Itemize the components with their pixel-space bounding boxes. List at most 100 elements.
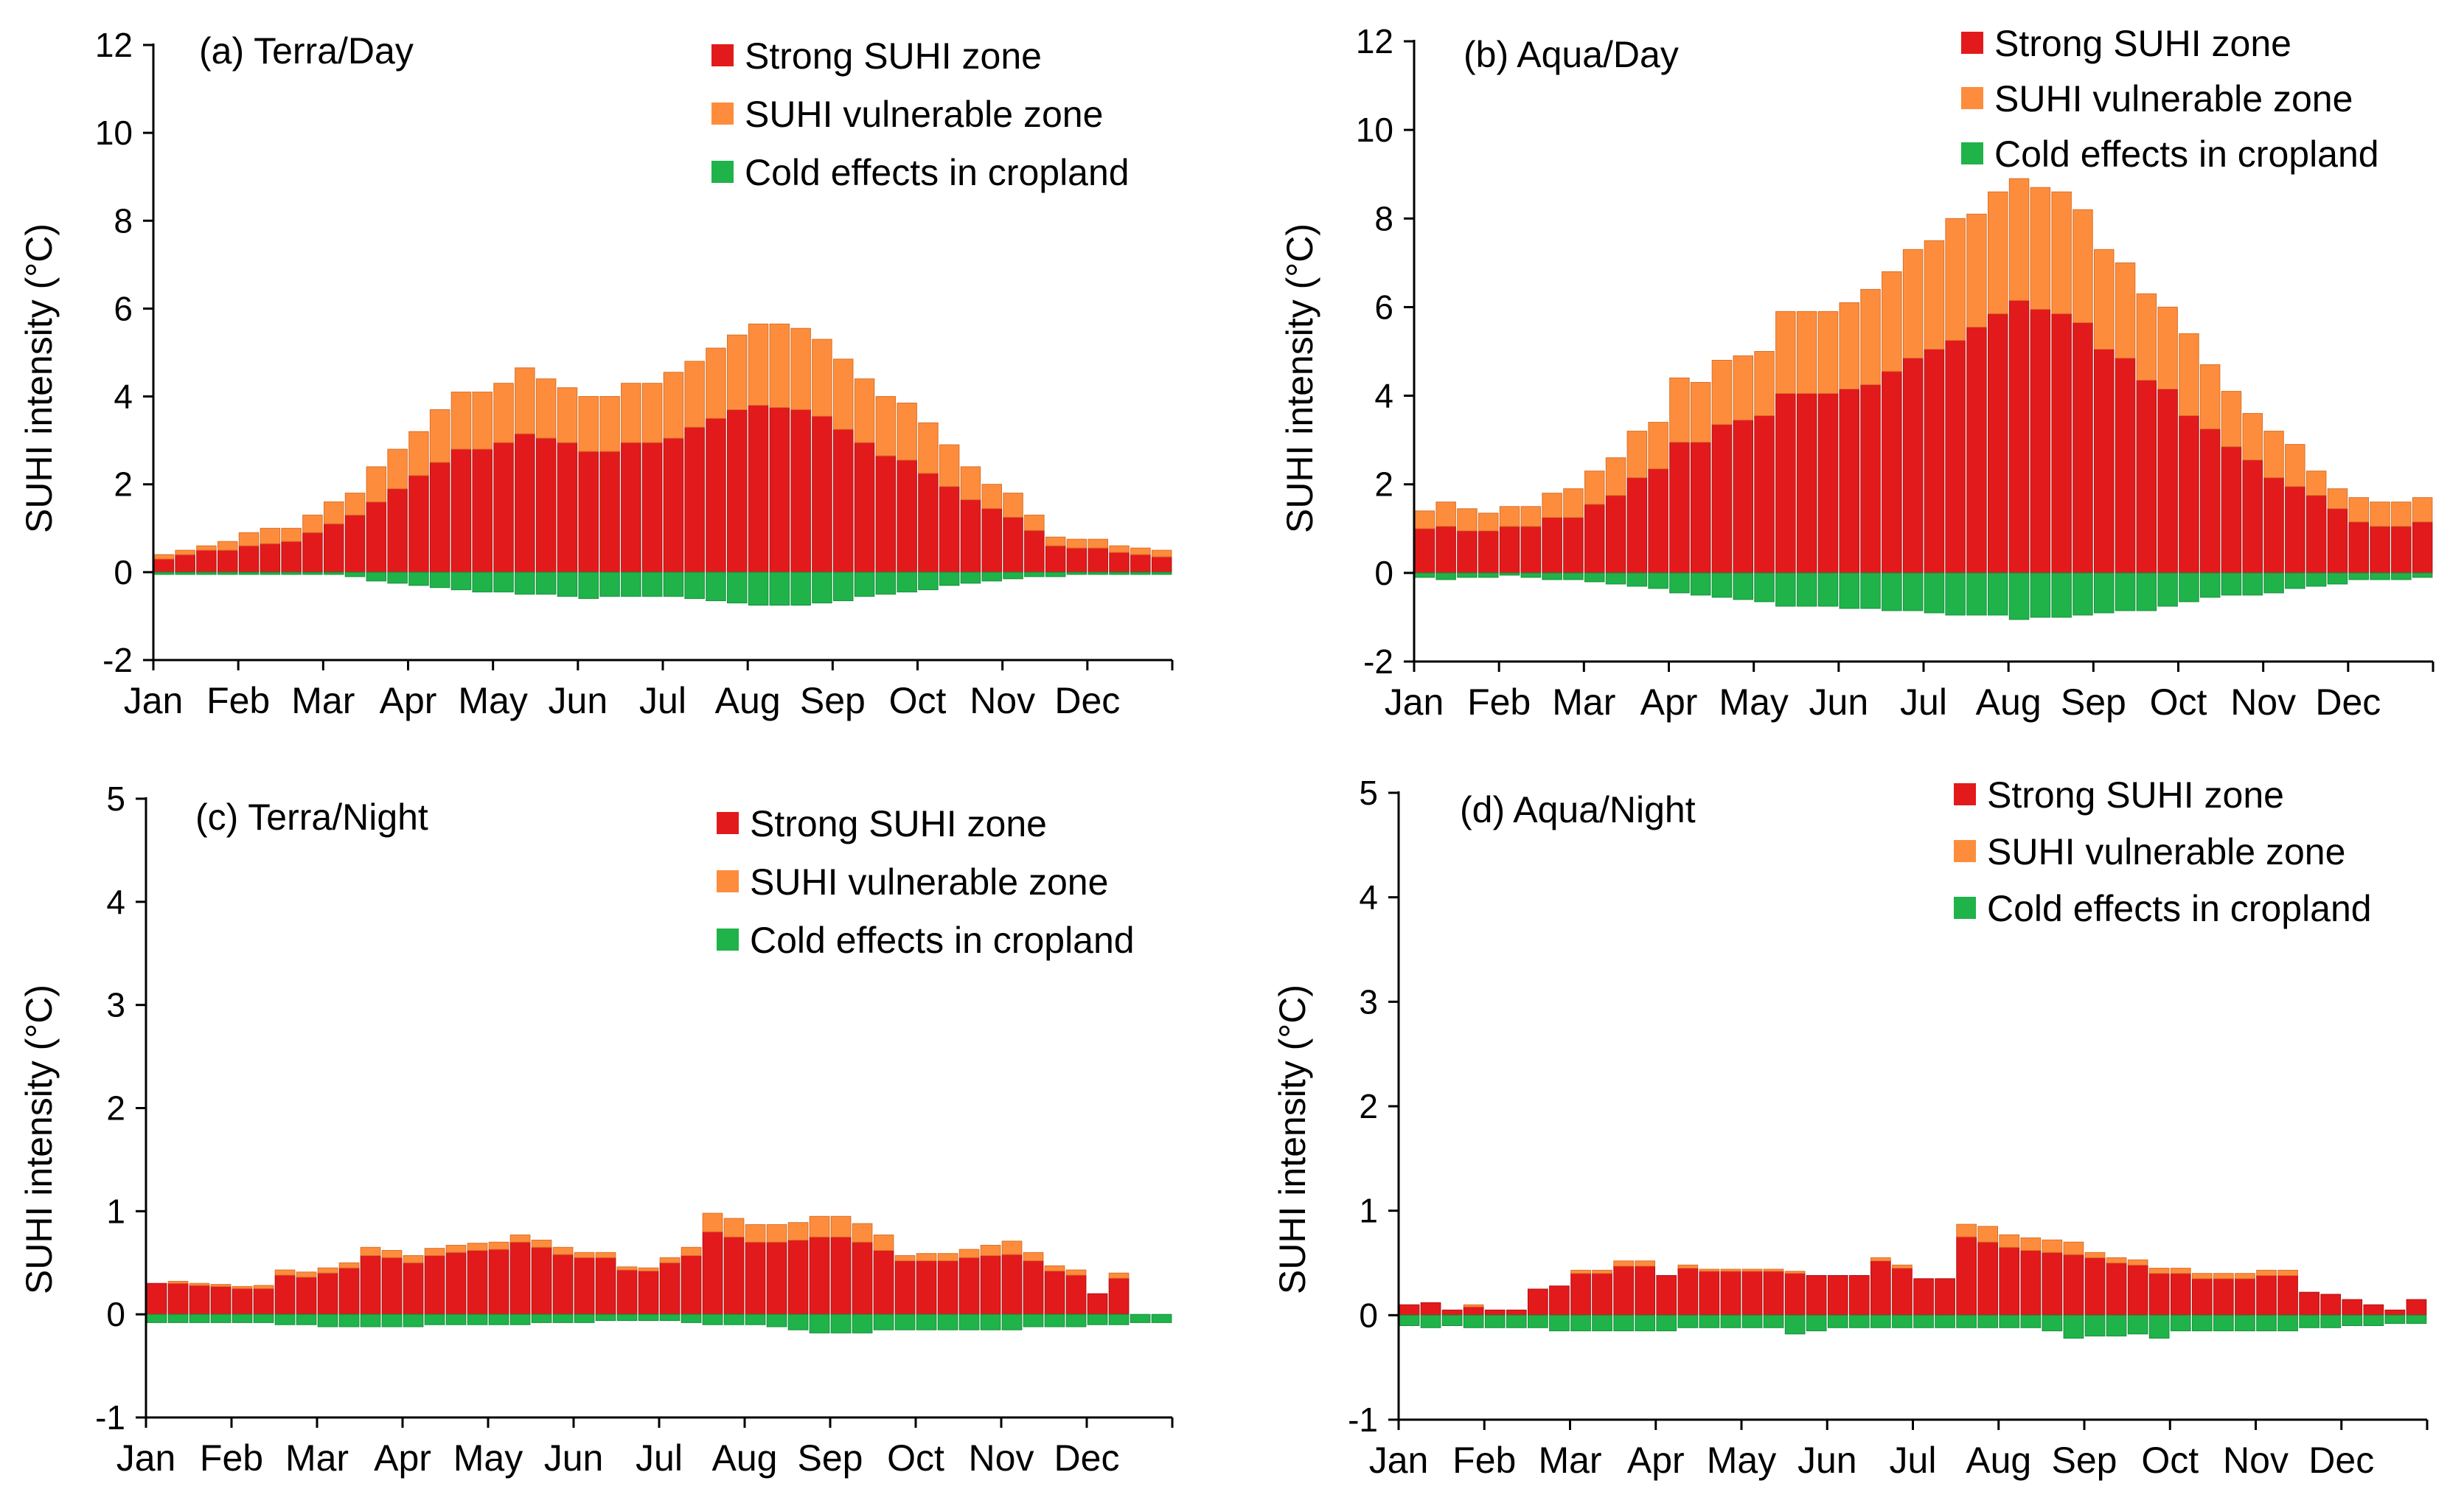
- y-tick-label: -1: [1348, 1401, 1378, 1439]
- bar-strong-suhi: [1065, 1274, 1087, 1315]
- x-tick-label-month: Jul: [636, 1437, 683, 1479]
- y-tick-label: 10: [95, 114, 133, 152]
- x-tick-label-month: Oct: [2141, 1440, 2199, 1481]
- bar-strong-suhi: [2106, 1263, 2127, 1316]
- bar-suhi-vulnerable: [2285, 444, 2305, 487]
- bar-cold-cropland: [238, 572, 260, 575]
- bar-suhi-vulnerable: [1044, 1265, 1065, 1271]
- bar-cold-cropland: [723, 1313, 745, 1325]
- y-tick-label: 2: [114, 465, 133, 504]
- y-tick-label: 12: [1356, 22, 1393, 60]
- y-tick-label: 8: [1374, 199, 1393, 237]
- bar-suhi-vulnerable: [238, 532, 260, 546]
- bar-cold-cropland: [1754, 572, 1775, 603]
- x-tick-label-month: Jun: [549, 680, 608, 721]
- bar-cold-cropland: [1827, 1314, 1848, 1328]
- bar-cold-cropland: [210, 1313, 232, 1323]
- legend-swatch-strong: [717, 812, 739, 834]
- bar-cold-cropland: [1549, 1314, 1570, 1332]
- bar-suhi-vulnerable: [2348, 497, 2369, 523]
- legend-label-vulnerable: SUHI vulnerable zone: [750, 861, 1108, 903]
- legend-label-cold: Cold effects in cropland: [750, 920, 1135, 961]
- y-axis-title: SUHI intensity (°C): [1279, 223, 1320, 533]
- x-tick-label-month: Aug: [712, 1437, 778, 1479]
- bar-strong-suhi: [1817, 393, 1839, 574]
- legend-swatch-vulnerable: [1954, 840, 1976, 862]
- bar-strong-suhi: [1966, 327, 1987, 574]
- bar-strong-suhi: [2148, 1273, 2170, 1316]
- bar-strong-suhi: [875, 455, 897, 573]
- y-tick-label: 1: [1359, 1192, 1378, 1230]
- bar-cold-cropland: [2406, 1314, 2427, 1325]
- bar-suhi-vulnerable: [2170, 1268, 2191, 1274]
- bar-cold-cropland: [338, 1313, 360, 1327]
- bar-strong-suhi: [557, 442, 578, 573]
- bar-cold-cropland: [641, 572, 663, 597]
- bar-strong-suhi: [659, 1262, 681, 1315]
- x-tick-label-month: Feb: [1467, 681, 1531, 723]
- x-tick-label-month: Jul: [1890, 1440, 1937, 1481]
- y-tick-label: 4: [1374, 377, 1393, 415]
- bar-suhi-vulnerable: [1613, 1260, 1635, 1267]
- bar-cold-cropland: [1690, 572, 1711, 596]
- bar-strong-suhi: [766, 1241, 787, 1315]
- bar-cold-cropland: [1669, 572, 1690, 594]
- bar-suhi-vulnerable: [509, 1235, 531, 1243]
- bar-cold-cropland: [1817, 572, 1839, 607]
- bar-suhi-vulnerable: [621, 383, 641, 443]
- x-tick-label-month: Aug: [715, 680, 781, 721]
- bar-suhi-vulnerable: [1754, 351, 1775, 417]
- bar-cold-cropland: [146, 1313, 167, 1323]
- bar-strong-suhi: [146, 1283, 167, 1315]
- x-tick-label-month: Sep: [2061, 681, 2126, 723]
- bar-cold-cropland: [1648, 572, 1668, 589]
- bar-cold-cropland: [939, 572, 960, 586]
- bar-strong-suhi: [916, 1260, 937, 1315]
- bar-strong-suhi: [2406, 1299, 2427, 1316]
- y-axis-title: SUHI intensity (°C): [18, 223, 60, 533]
- bar-suhi-vulnerable: [167, 1280, 189, 1284]
- bar-suhi-vulnerable: [663, 372, 684, 439]
- bar-strong-suhi: [1024, 530, 1045, 573]
- bar-strong-suhi: [599, 451, 620, 573]
- legend-swatch-cold: [1961, 142, 1983, 164]
- bar-cold-cropland: [2221, 572, 2242, 596]
- bar-strong-suhi: [1570, 1273, 1591, 1316]
- bar-cold-cropland: [1763, 1314, 1784, 1328]
- bar-strong-suhi: [1399, 1304, 1420, 1316]
- bar-cold-cropland: [1528, 1314, 1548, 1328]
- bar-strong-suhi: [769, 407, 790, 573]
- bar-cold-cropland: [1924, 572, 1945, 614]
- bar-suhi-vulnerable: [812, 339, 832, 417]
- bar-suhi-vulnerable: [787, 1222, 809, 1240]
- bar-cold-cropland: [515, 572, 535, 595]
- bar-suhi-vulnerable: [1733, 355, 1753, 421]
- bar-strong-suhi: [2277, 1275, 2298, 1316]
- bar-strong-suhi: [1592, 1273, 1612, 1316]
- bar-suhi-vulnerable: [1045, 536, 1066, 546]
- bar-suhi-vulnerable: [2213, 1273, 2234, 1280]
- y-tick-label: 6: [114, 289, 133, 327]
- x-tick-label-month: Mar: [285, 1437, 349, 1479]
- bar-suhi-vulnerable: [1066, 538, 1087, 549]
- bar-suhi-vulnerable: [467, 1243, 488, 1251]
- bar-strong-suhi: [2285, 486, 2305, 574]
- bar-cold-cropland: [706, 572, 726, 602]
- bar-strong-suhi: [2157, 389, 2178, 574]
- bar-suhi-vulnerable: [196, 545, 217, 551]
- bar-strong-suhi: [387, 488, 408, 573]
- bar-suhi-vulnerable: [1870, 1257, 1891, 1262]
- bar-cold-cropland: [595, 1313, 616, 1322]
- bar-cold-cropland: [1592, 1314, 1612, 1332]
- bar-strong-suhi: [552, 1254, 574, 1315]
- bar-cold-cropland: [189, 1313, 210, 1323]
- bar-cold-cropland: [493, 572, 514, 593]
- bar-cold-cropland: [2063, 1314, 2084, 1339]
- bar-cold-cropland: [1860, 572, 1881, 609]
- bar-suhi-vulnerable: [253, 1285, 274, 1289]
- bar-cold-cropland: [1542, 572, 1562, 580]
- bar-strong-suhi: [1720, 1271, 1741, 1316]
- bar-strong-suhi: [1584, 504, 1605, 574]
- bar-cold-cropland: [253, 1313, 274, 1323]
